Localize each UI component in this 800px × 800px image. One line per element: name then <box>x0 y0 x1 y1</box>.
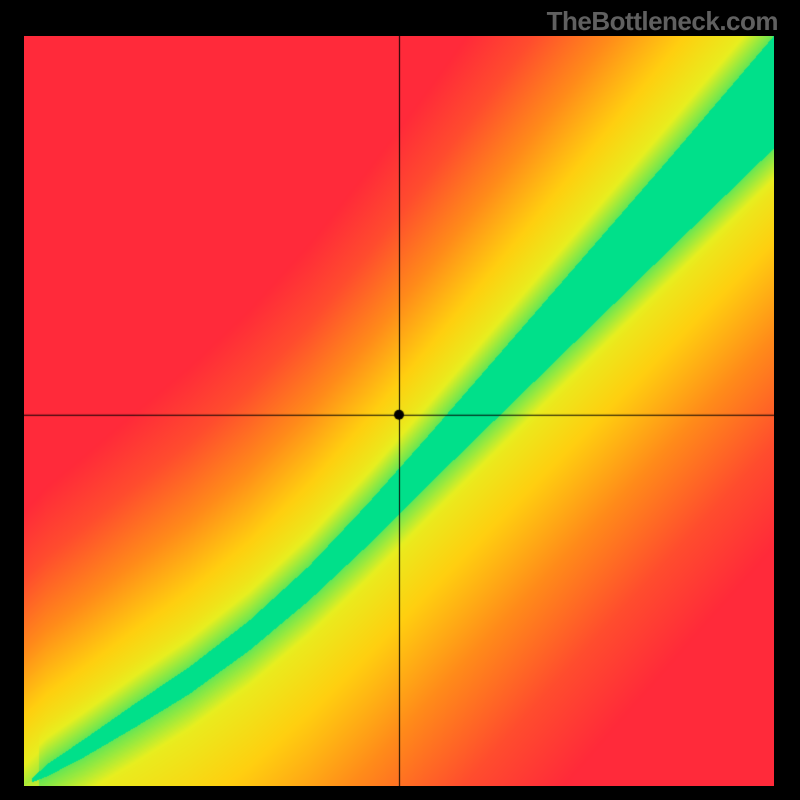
watermark-text: TheBottleneck.com <box>547 6 778 37</box>
heatmap-plot <box>24 36 774 786</box>
chart-container: TheBottleneck.com <box>0 0 800 800</box>
